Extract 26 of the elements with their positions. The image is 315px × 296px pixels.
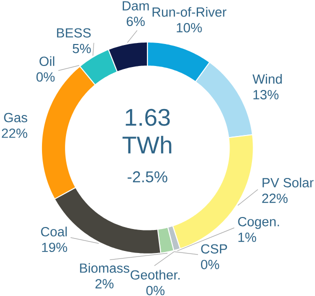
category-label: Geother. [130,270,180,280]
data-label: 22% [262,193,288,203]
slice-label: PV Solar [262,177,314,188]
text: 0% [200,260,220,269]
slice-label: Dam [122,0,149,10]
slice-label: Biomass [80,262,130,273]
data-label: 2% [95,278,114,288]
slice-label: Run-of-River [152,6,226,17]
text: 0% [36,72,55,82]
slice-label: Gas [4,112,28,122]
data-label: 10% [176,22,202,32]
slice-label: BESS [57,28,91,38]
category-label: CSP [201,244,228,254]
slice-label: Wind [252,74,282,84]
data-label: 13% [253,90,278,100]
text: 1.63 TWh [122,108,172,154]
text: 0% [146,286,164,296]
data-label: 6% [126,16,145,26]
text: -2.5% [128,171,168,182]
data-label: 22% [2,128,28,138]
data-label: 5% [72,44,91,53]
legend-label: Oil [40,56,54,66]
slice-label: Cogen. [238,216,279,229]
data-label: 19% [42,242,68,252]
data-label: 1% [238,232,256,242]
slice-label: Coal [41,226,67,236]
